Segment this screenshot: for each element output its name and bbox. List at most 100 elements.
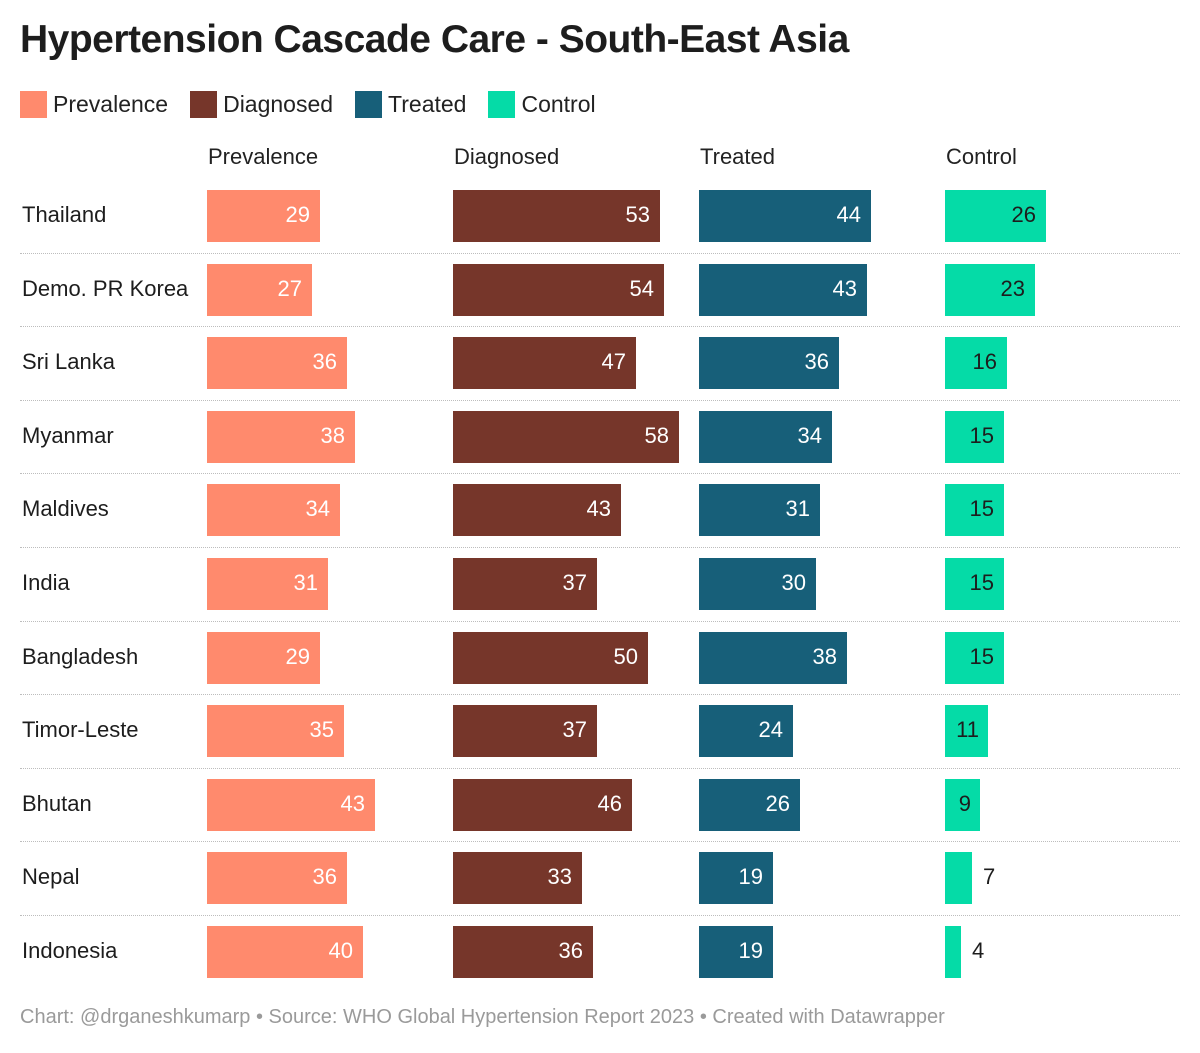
bar-prevalence	[207, 410, 355, 463]
bar-control	[945, 263, 1035, 316]
bar-control	[945, 558, 1004, 610]
bar-diagnosed	[453, 558, 597, 610]
bar-diagnosed	[453, 337, 636, 390]
table-row: Indonesia 40 36 19 4	[0, 916, 1200, 990]
legend-label: Prevalence	[53, 90, 169, 117]
data-label: 36	[804, 349, 829, 375]
table-row: Thailand 29 53 44 26	[0, 180, 1200, 254]
row-label: Myanmar	[22, 422, 114, 448]
data-label: 27	[277, 275, 302, 301]
legend-label: Treated	[388, 90, 467, 117]
data-label: 7	[983, 864, 996, 890]
bar-treated	[699, 852, 773, 905]
legend-item-treated: Treated	[355, 90, 467, 118]
data-label: 36	[312, 349, 337, 375]
bar-treated	[699, 926, 773, 978]
data-label: 37	[562, 717, 587, 743]
row-separator	[20, 620, 1180, 622]
data-label: 40	[328, 938, 353, 963]
data-label: 54	[629, 275, 654, 301]
bar-diagnosed	[453, 484, 621, 537]
legend-swatch	[355, 90, 383, 118]
row-label: Demo. PR Korea	[22, 275, 189, 301]
bar-treated	[699, 705, 793, 758]
table-row: Demo. PR Korea 27 54 43 23	[0, 254, 1200, 328]
table-row: Nepal 36 33 19 7	[0, 842, 1200, 916]
table-row: Bhutan 43 46 26 9	[0, 769, 1200, 843]
column-header-prevalence: Prevalence	[208, 144, 319, 169]
row-label: Nepal	[22, 864, 80, 890]
row-separator	[20, 399, 1180, 401]
bar-diagnosed	[453, 631, 648, 684]
legend-item-diagnosed: Diagnosed	[190, 90, 334, 118]
data-label: 37	[562, 570, 587, 595]
data-label: 15	[969, 422, 994, 448]
data-label: 36	[312, 864, 337, 890]
data-label: 44	[836, 202, 861, 227]
legend: Prevalence Diagnosed Treated Control	[20, 89, 618, 119]
data-label: 36	[558, 938, 583, 963]
data-label: 43	[832, 275, 857, 301]
bar-prevalence	[207, 337, 347, 390]
data-label: 38	[320, 422, 345, 448]
data-label: 43	[340, 790, 365, 816]
row-separator	[20, 473, 1180, 475]
bar-prevalence	[207, 263, 312, 316]
data-label: 46	[597, 790, 622, 816]
data-label: 33	[547, 864, 572, 890]
bar-diagnosed	[453, 190, 660, 242]
bar-treated	[699, 263, 867, 316]
bar-prevalence	[207, 631, 320, 684]
table-row: Bangladesh 29 50 38 15	[0, 622, 1200, 696]
data-label: 19	[738, 938, 763, 963]
bar-prevalence	[207, 558, 328, 610]
row-separator	[20, 547, 1180, 548]
data-label: 26	[1011, 202, 1036, 227]
data-label: 24	[758, 717, 783, 743]
table-row: Sri Lanka 36 47 36 16	[0, 327, 1200, 401]
data-label: 34	[305, 496, 330, 522]
data-label: 9	[958, 790, 971, 816]
bar-treated	[699, 558, 816, 610]
chart-title: Hypertension Cascade Care - South-East A…	[20, 18, 849, 61]
bar-prevalence	[207, 778, 375, 831]
data-label: 43	[586, 496, 611, 522]
data-label: 29	[285, 643, 310, 669]
row-label: Sri Lanka	[22, 349, 115, 375]
data-label: 26	[765, 790, 790, 816]
data-label: 15	[969, 570, 994, 595]
row-label: Indonesia	[22, 938, 118, 963]
bar-control	[945, 190, 1046, 242]
column-header-control: Control	[946, 144, 1017, 169]
bar-treated	[699, 778, 800, 831]
column-header-treated: Treated	[700, 144, 776, 169]
bar-treated	[699, 484, 820, 537]
row-label: Bangladesh	[22, 643, 139, 669]
data-label: 11	[956, 717, 979, 743]
bar-prevalence	[207, 852, 347, 905]
row-label: Timor-Leste	[22, 717, 139, 743]
data-label: 58	[644, 422, 669, 448]
bar-control	[945, 926, 961, 978]
bar-control	[945, 778, 980, 831]
legend-swatch	[190, 90, 218, 118]
bar-diagnosed	[453, 926, 593, 978]
data-label: 34	[797, 422, 822, 448]
row-separator	[20, 767, 1180, 769]
row-label: India	[22, 570, 70, 595]
legend-label: Diagnosed	[223, 90, 334, 117]
data-label: 29	[285, 202, 310, 227]
data-label: 31	[293, 570, 318, 595]
chart-area: Prevalence Diagnosed Treated Control Thailan…	[0, 130, 1200, 980]
data-label: 4	[972, 938, 985, 963]
row-separator	[20, 252, 1180, 254]
row-label: Bhutan	[22, 790, 92, 816]
data-label: 23	[1000, 275, 1025, 301]
bar-control	[945, 337, 1007, 390]
data-label: 15	[969, 496, 994, 522]
row-separator	[20, 326, 1180, 328]
table-row: Timor-Leste 35 37 24 11	[0, 695, 1200, 769]
data-label: 19	[738, 864, 763, 890]
legend-item-control: Control	[488, 90, 596, 118]
bar-diagnosed	[453, 705, 597, 758]
